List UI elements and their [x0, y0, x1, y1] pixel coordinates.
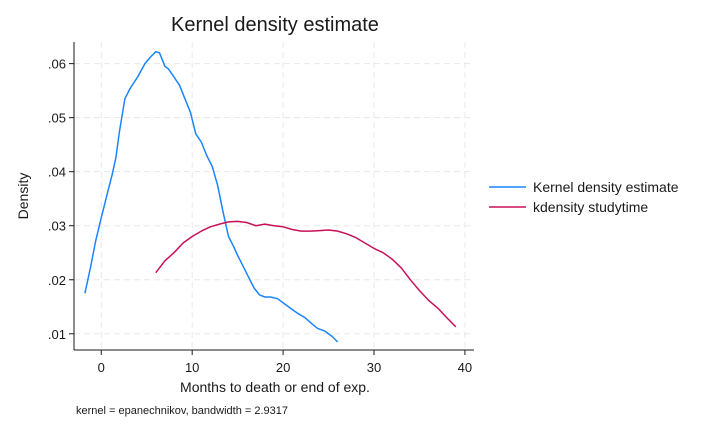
y-tick-label: .01 [48, 327, 66, 342]
grid-lines [74, 42, 474, 350]
y-axis-label: Density [15, 173, 31, 220]
x-tick-label: 10 [185, 360, 199, 375]
series-line [155, 220, 457, 328]
legend-label: Kernel density estimate [533, 179, 679, 195]
y-tick-label: .03 [48, 219, 66, 234]
series-line [84, 50, 339, 343]
y-tick-label: .02 [48, 273, 66, 288]
x-tick-label: 30 [367, 360, 381, 375]
y-axis-ticks: .01 .02 .03 .04 .05 .06 [48, 57, 74, 342]
x-tick-label: 20 [276, 360, 290, 375]
series-lines [84, 50, 457, 343]
legend: Kernel density estimate kdensity studytim… [489, 179, 679, 215]
kernel-note: kernel = epanechnikov, bandwidth = 2.931… [76, 405, 288, 417]
y-tick-label: .06 [48, 57, 66, 72]
x-tick-label: 0 [98, 360, 105, 375]
y-tick-label: .04 [48, 165, 66, 180]
legend-label: kdensity studytime [533, 199, 648, 215]
x-axis-ticks: 0 10 20 30 40 [98, 350, 472, 375]
chart-title: Kernel density estimate [171, 14, 379, 36]
y-tick-label: .05 [48, 111, 66, 126]
x-tick-label: 40 [458, 360, 472, 375]
x-axis-label: Months to death or end of exp. [180, 379, 370, 395]
